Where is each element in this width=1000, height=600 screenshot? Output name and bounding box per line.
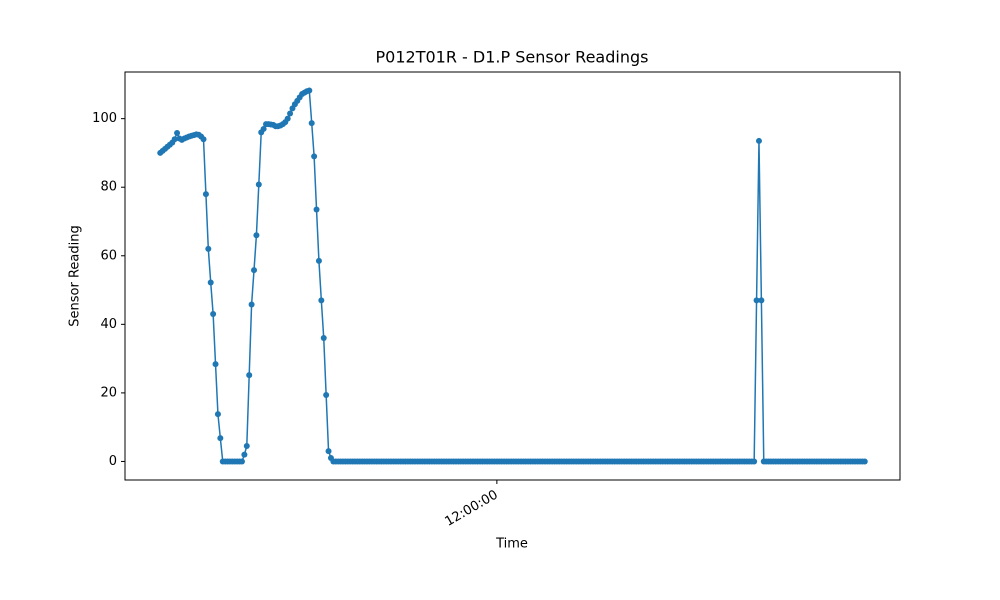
plot-frame (124, 71, 901, 481)
data-point (751, 458, 758, 465)
y-tick-label: 60 (100, 248, 117, 263)
data-point (255, 181, 262, 188)
y-tick-label: 20 (100, 385, 117, 400)
data-point (200, 136, 207, 143)
data-point (171, 136, 178, 143)
data-point (217, 435, 224, 442)
data-point (284, 115, 291, 122)
data-point (755, 137, 762, 144)
data-point (214, 411, 221, 418)
data-point (325, 448, 332, 455)
data-point (320, 335, 327, 342)
x-axis-label: Time (495, 537, 528, 552)
data-point (238, 458, 245, 465)
y-tick-label: 0 (109, 454, 117, 469)
data-point (251, 267, 258, 274)
data-point (241, 451, 248, 458)
chart-title: P012T01R - D1.P Sensor Readings (376, 48, 649, 67)
data-point (323, 391, 330, 398)
data-point (202, 191, 209, 198)
data-point (758, 297, 765, 304)
data-point (253, 232, 260, 239)
data-point (311, 153, 318, 160)
data-point (308, 120, 315, 127)
y-tick-label: 40 (100, 317, 117, 332)
y-tick-label: 100 (92, 111, 117, 126)
data-point (212, 361, 219, 368)
data-point (174, 130, 181, 137)
data-point (260, 125, 267, 132)
data-point (210, 311, 217, 318)
data-point (205, 245, 212, 252)
data-point (313, 206, 320, 213)
data-point (243, 443, 250, 450)
y-tick-label: 80 (100, 180, 117, 195)
data-point (248, 301, 255, 308)
data-point (287, 110, 294, 117)
y-axis-label: Sensor Reading (68, 225, 83, 326)
data-point (246, 372, 253, 379)
data-point (315, 257, 322, 264)
data-point (861, 458, 868, 465)
data-point (306, 87, 313, 94)
data-point (753, 297, 760, 304)
data-point (207, 279, 214, 286)
data-point (318, 297, 325, 304)
